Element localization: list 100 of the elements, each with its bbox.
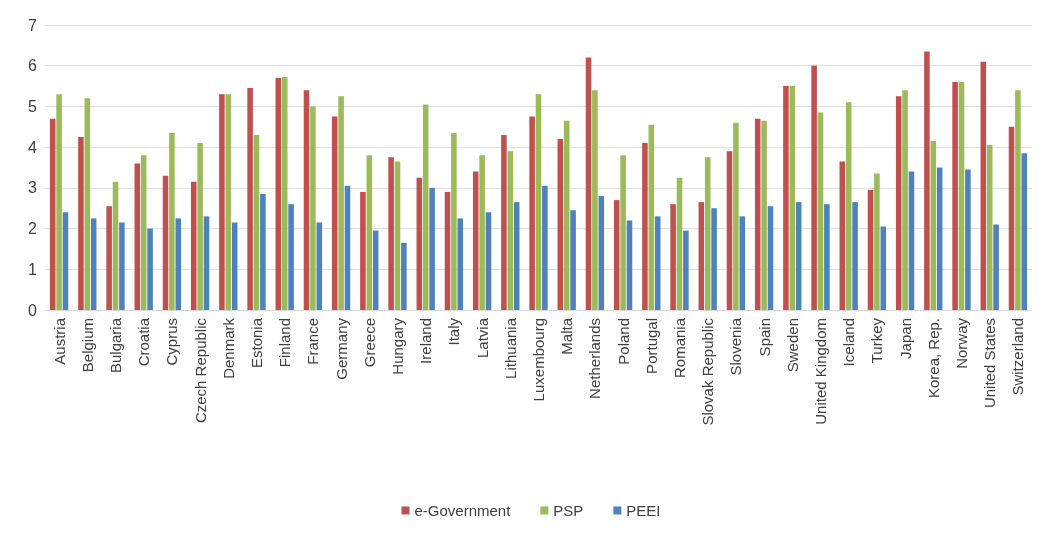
bar <box>704 157 711 310</box>
bar <box>908 171 915 310</box>
bar <box>479 155 485 310</box>
bar <box>281 77 288 310</box>
bar <box>874 173 880 310</box>
bar <box>134 163 141 310</box>
legend-label: PEEI <box>626 502 661 519</box>
bar <box>331 116 338 310</box>
x-tick-label: Slovenia <box>727 317 745 376</box>
bar <box>501 134 507 310</box>
bar <box>993 224 999 310</box>
bar <box>529 116 535 310</box>
x-tick-label: Ireland <box>417 318 435 364</box>
bar <box>683 230 689 310</box>
x-tick-label: Poland <box>614 318 632 365</box>
bar <box>1008 126 1015 310</box>
bar <box>310 106 316 310</box>
bar <box>253 134 260 310</box>
bar <box>867 189 874 310</box>
bar <box>106 206 112 310</box>
bar <box>1021 153 1028 310</box>
x-tick-label: Czech Republic <box>191 317 209 424</box>
bar <box>924 51 930 310</box>
bar <box>288 204 294 310</box>
x-tick-label: Luxembourg <box>530 318 547 402</box>
bar <box>767 206 774 310</box>
bar <box>795 202 802 310</box>
bar <box>952 82 958 310</box>
bar <box>444 191 451 310</box>
bar <box>824 204 830 310</box>
bar <box>275 77 282 310</box>
bar <box>726 151 733 310</box>
bar <box>49 118 56 310</box>
bar <box>733 122 739 310</box>
bar <box>902 90 908 310</box>
bar <box>839 161 846 310</box>
x-tick-label: Latvia <box>473 317 491 359</box>
bar <box>585 57 592 310</box>
bar <box>620 155 626 310</box>
bar <box>535 94 542 310</box>
bar <box>84 98 91 310</box>
bar <box>542 185 548 310</box>
bar <box>169 132 175 310</box>
bar <box>316 222 323 310</box>
bar <box>570 210 576 310</box>
bar <box>1015 90 1021 310</box>
bar <box>401 242 407 310</box>
bar <box>958 82 965 310</box>
bar <box>592 90 598 310</box>
bar <box>366 155 373 310</box>
bar <box>457 218 464 310</box>
bar <box>598 196 605 310</box>
bar <box>980 61 987 310</box>
bar <box>698 202 705 310</box>
bar <box>62 212 69 310</box>
x-tick-label: Greece <box>360 318 378 368</box>
x-tick-label: Denmark <box>219 317 237 379</box>
bar <box>986 145 993 310</box>
bar <box>783 86 789 310</box>
bar <box>817 112 824 310</box>
x-tick-label: United Kingdom <box>812 318 829 425</box>
x-tick-label: Malta <box>558 317 576 355</box>
y-tick-label: 0 <box>28 301 38 319</box>
bar <box>472 171 479 310</box>
y-tick-label: 7 <box>28 16 38 34</box>
bar <box>197 143 203 310</box>
x-tick-label: France <box>304 318 322 365</box>
bar <box>895 96 902 310</box>
y-tick-label: 1 <box>28 260 38 278</box>
y-tick-label: 6 <box>28 57 38 75</box>
bar <box>422 104 429 310</box>
x-tick-label: Norway <box>953 317 970 369</box>
bar <box>670 204 676 310</box>
bar <box>789 86 796 310</box>
bar <box>811 65 817 310</box>
bar <box>754 118 761 310</box>
bar <box>175 218 182 310</box>
bar <box>247 88 253 310</box>
bar <box>930 141 937 310</box>
bar <box>739 216 746 310</box>
bar <box>507 151 514 310</box>
x-tick-label: Korea, Rep. <box>924 318 942 399</box>
bar <box>563 120 570 310</box>
bar <box>761 120 767 310</box>
bar <box>78 136 84 310</box>
bar <box>676 177 683 310</box>
x-tick-label: Austria <box>50 317 68 365</box>
bar <box>429 187 435 310</box>
bar <box>613 200 620 310</box>
x-tick-label: Turkey <box>868 317 886 364</box>
bar <box>513 202 520 310</box>
bar <box>626 220 633 310</box>
bar <box>303 90 310 310</box>
x-tick-label: Finland <box>276 318 294 368</box>
bar <box>936 167 943 310</box>
bar <box>203 216 210 310</box>
bar <box>965 169 971 310</box>
bar <box>140 155 147 310</box>
bar <box>654 216 661 310</box>
bar <box>451 132 457 310</box>
